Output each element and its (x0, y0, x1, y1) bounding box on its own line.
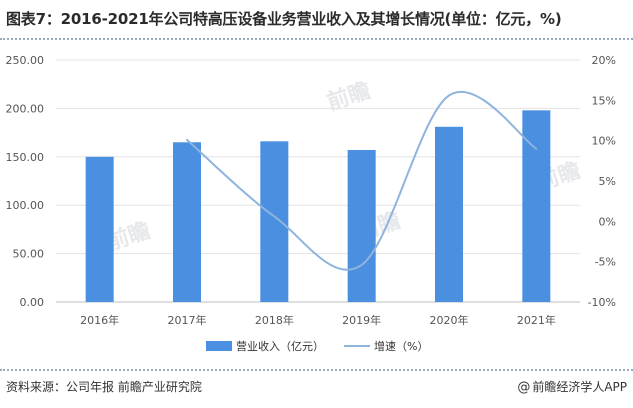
x-tick-label: 2019年 (342, 313, 381, 327)
x-axis: 2016年 2017年 2018年 2019年 2020年 2021年 (80, 313, 556, 327)
bar-series (85, 110, 551, 303)
y-right-tick-label: 5% (599, 175, 616, 188)
title-bar: 图表7：2016-2021年公司特高压设备业务营业收入及其增长情况(单位：亿元，… (0, 0, 633, 40)
bottom-divider (0, 369, 633, 371)
x-tick-label: 2016年 (80, 313, 119, 327)
y-right-tick-label: 15% (592, 94, 616, 107)
legend: 营业收入（亿元） 增速（%） (206, 339, 428, 353)
y-left-tick-label: 0.00 (20, 296, 45, 309)
grid-lines (56, 59, 580, 303)
y-right-tick-label: -10% (588, 296, 616, 309)
legend-bar-label: 营业收入（亿元） (236, 339, 324, 353)
footer: 资料来源：公司年报 前瞻产业研究院 @ 前瞻经济学人APP (6, 378, 627, 398)
x-tick-label: 2018年 (255, 313, 294, 327)
y-left-tick-label: 100.00 (6, 199, 45, 212)
growth-line (186, 91, 538, 271)
source-note: 资料来源：公司年报 前瞻产业研究院 (6, 380, 202, 394)
watermark: 前瞻 (324, 77, 374, 115)
bar (85, 156, 114, 302)
bar (173, 142, 201, 302)
x-tick-label: 2017年 (168, 313, 207, 327)
top-divider (0, 38, 633, 40)
x-tick-label: 2021年 (517, 313, 556, 327)
y-left-tick-label: 250.00 (6, 54, 45, 67)
y-right-tick-label: 20% (592, 54, 616, 67)
bar (347, 150, 376, 302)
chart: 前瞻 前瞻 前瞻 前瞻 0.0050.00100.00150.00200.002… (6, 54, 617, 353)
y-right-tick-label: -5% (595, 256, 616, 269)
brand-name: 前瞻经济学人APP (532, 380, 627, 394)
legend-line-label: 增速（%） (374, 339, 428, 353)
y-right-tick-label: 10% (592, 135, 616, 148)
chart-title: 图表7：2016-2021年公司特高压设备业务营业收入及其增长情况(单位：亿元，… (6, 10, 562, 28)
legend-bar-swatch (206, 341, 232, 351)
bar (260, 141, 289, 302)
at-icon: @ (517, 380, 531, 395)
right-axis: -10% -5% 0% 5% 10% 15% 20% (588, 54, 616, 309)
y-left-tick-label: 200.00 (6, 102, 45, 115)
left-axis: 0.00 50.00 100.00 150.00 200.00 250.00 (6, 54, 45, 309)
y-right-tick-label: 0% (599, 215, 616, 228)
y-left-tick-label: 150.00 (6, 151, 45, 164)
bar (435, 126, 463, 303)
y-left-tick-label: 50.00 (13, 248, 45, 261)
x-tick-label: 2020年 (430, 313, 469, 327)
bar (522, 110, 551, 302)
brand-credit: @ 前瞻经济学人APP (517, 378, 627, 395)
line-series (186, 91, 538, 271)
